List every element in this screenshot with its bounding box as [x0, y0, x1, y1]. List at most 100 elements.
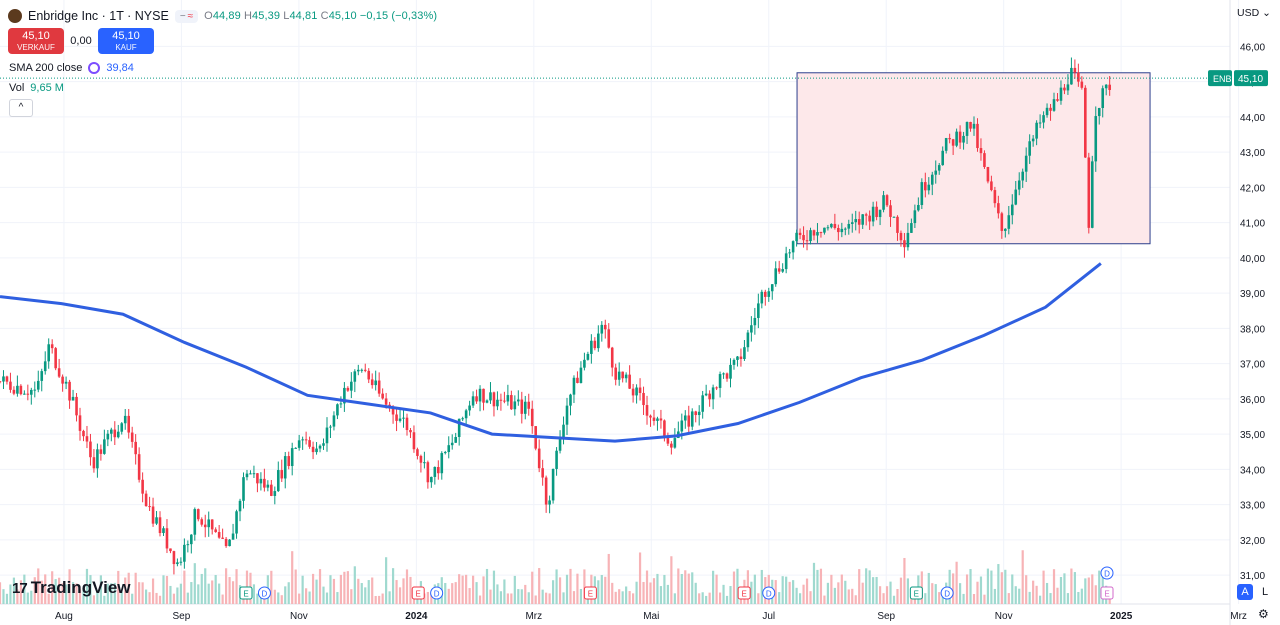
candle-body [325, 427, 329, 444]
dividend-marker-label: D [766, 590, 772, 599]
candle-body [847, 223, 851, 229]
sma-200-line[interactable] [0, 262, 1102, 443]
volume-bar [228, 577, 231, 604]
currency-selector[interactable]: USD ⌄ [1237, 7, 1271, 19]
sma-legend[interactable]: SMA 200 close 39,84 [9, 62, 134, 74]
candle-body [944, 138, 948, 151]
minus-icon[interactable]: − [179, 10, 186, 22]
volume-bar [579, 589, 583, 604]
candle-body [638, 387, 642, 393]
volume-bar [708, 592, 711, 604]
candle-body [391, 406, 395, 415]
volume-bar [545, 592, 548, 604]
dividend-marker[interactable] [1100, 566, 1114, 580]
dividend-marker[interactable] [762, 586, 776, 600]
candle-body [579, 367, 583, 383]
candle-body [983, 153, 986, 167]
earnings-marker[interactable] [737, 586, 751, 600]
volume-bar [315, 579, 318, 604]
candle-body [1087, 157, 1091, 228]
volume-bar [621, 591, 624, 604]
range-box-drawing[interactable] [796, 72, 1151, 245]
buy-button[interactable]: 45,10 KAUF [98, 28, 154, 54]
volume-bar [1042, 570, 1045, 604]
candle-body [419, 455, 423, 463]
volume-bar [277, 592, 280, 604]
dividend-marker[interactable] [430, 586, 444, 600]
volume-bar [903, 557, 906, 604]
volume-bar [127, 572, 130, 604]
volume-bar [618, 589, 621, 604]
volume-bar [381, 593, 384, 604]
volume-bar [1038, 595, 1042, 604]
earnings-marker[interactable] [1100, 586, 1114, 600]
volume-bar [475, 582, 478, 604]
chevron-up-icon[interactable]: ^ [18, 102, 24, 113]
candle-body [670, 443, 673, 448]
refresh-icon[interactable] [88, 62, 101, 74]
approx-icon[interactable]: ≈ [187, 10, 194, 22]
volume-legend[interactable]: Vol 9,65 M [9, 82, 64, 94]
volume-bar [82, 588, 85, 604]
volume-bar [1011, 574, 1014, 604]
candle-body [809, 230, 812, 242]
dividend-marker[interactable] [257, 586, 271, 600]
candle-body [924, 182, 927, 191]
candle-body [1021, 171, 1025, 181]
candle-body [26, 393, 30, 395]
volume-bar [938, 592, 941, 604]
volume-bar [54, 579, 57, 604]
time-tick-label: 2024 [405, 611, 428, 622]
sell-button[interactable]: 45,10 VERKAUF [8, 28, 64, 54]
auto-scale-button[interactable]: A [1237, 584, 1253, 600]
volume-bar [169, 585, 172, 604]
volume-bar [489, 589, 492, 604]
collapse-legend-button[interactable]: ^ [9, 99, 33, 117]
candle-body [652, 417, 656, 421]
price-tick-label: 34,00 [1240, 465, 1265, 476]
volume-bar [353, 566, 356, 604]
candle-body [315, 448, 318, 453]
volume-bar [44, 574, 47, 604]
earnings-marker[interactable] [411, 586, 425, 600]
volume-bar [517, 589, 520, 604]
volume-bar [78, 589, 82, 604]
volume-bar [211, 580, 214, 604]
volume-bar [952, 573, 955, 604]
earnings-marker[interactable] [239, 586, 253, 600]
chevron-down-icon[interactable]: ⌄ [1262, 7, 1271, 19]
volume-bar [798, 593, 802, 604]
volume-bar [458, 574, 461, 604]
volume-bar [1018, 588, 1021, 604]
log-scale-button[interactable]: L [1261, 586, 1269, 598]
volume-bar [1021, 550, 1024, 604]
volume-bar [725, 595, 729, 604]
candle-body [1049, 107, 1052, 111]
volume-bar [802, 584, 805, 604]
dividend-marker[interactable] [940, 586, 954, 600]
tradingview-logo[interactable]: 17 TradingView [12, 578, 131, 597]
volume-bar [638, 552, 642, 604]
volume-bar [371, 577, 374, 604]
volume-bar [471, 575, 475, 604]
volume-bar [179, 583, 182, 604]
candle-body [910, 223, 913, 233]
candle-body [71, 396, 75, 401]
symbol-title[interactable]: Enbridge Inc · 1T · NYSE [28, 9, 169, 23]
volume-bar [1052, 569, 1056, 604]
candle-body [158, 517, 162, 534]
earnings-marker[interactable] [909, 586, 923, 600]
candle-body [843, 228, 847, 230]
volume-bar [155, 592, 158, 604]
volume-bar [882, 593, 885, 604]
chart-type-pill[interactable]: − ≈ [174, 9, 199, 23]
volume-bar [569, 568, 572, 604]
earnings-marker-label: E [741, 590, 746, 599]
price-tick-label: 33,00 [1240, 501, 1265, 512]
settings-icon[interactable]: ⚙ [1258, 607, 1269, 621]
volume-bar [117, 570, 120, 604]
candle-body [489, 392, 492, 401]
earnings-marker[interactable] [583, 586, 597, 600]
volume-bar [298, 593, 301, 604]
